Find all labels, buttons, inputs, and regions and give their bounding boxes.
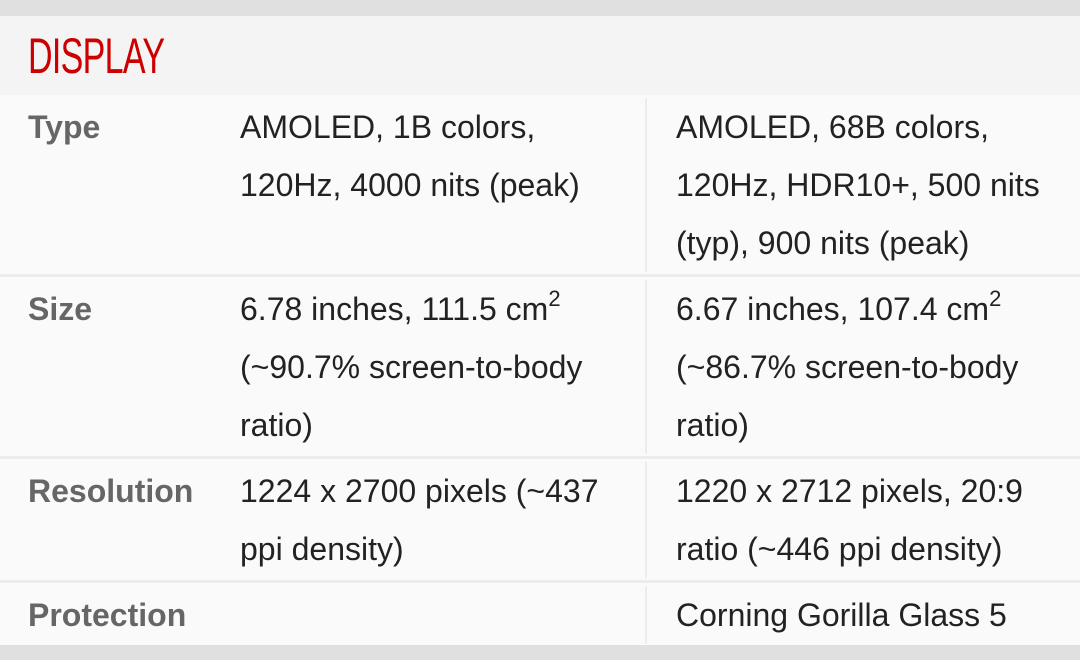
- spec-label: Protection: [28, 597, 187, 633]
- size-ratio: (~90.7% screen-to-body ratio): [240, 349, 583, 443]
- spec-row-protection: Protection Corning Gorilla Glass 5: [0, 583, 1080, 646]
- section-title: DISPLAY: [28, 28, 165, 84]
- superscript: 2: [989, 286, 1002, 312]
- spec-row-type: Type AMOLED, 1B colors, 120Hz, 4000 nits…: [0, 95, 1080, 277]
- spec-label: Size: [28, 291, 93, 327]
- spec-value-phone1: AMOLED, 1B colors, 120Hz, 4000 nits (pea…: [240, 98, 647, 272]
- size-text: 6.78 inches, 111.5 cm: [240, 291, 549, 327]
- spec-value-phone2: 1220 x 2712 pixels, 20:9 ratio (~446 ppi…: [676, 473, 1023, 567]
- spec-value-phone2: Corning Gorilla Glass 5: [676, 597, 1007, 633]
- bottom-bar: [0, 645, 1080, 660]
- superscript: 2: [548, 286, 561, 312]
- spec-row-resolution: Resolution 1224 x 2700 pixels (~437 ppi …: [0, 459, 1080, 583]
- spec-value-phone1: 6.78 inches, 111.5 cm2 (~90.7% screen-to…: [240, 280, 647, 454]
- spec-row-size: Size 6.78 inches, 111.5 cm2 (~90.7% scre…: [0, 277, 1080, 459]
- spec-value-phone2: 6.67 inches, 107.4 cm2 (~86.7% screen-to…: [647, 280, 1056, 454]
- spec-table: Type AMOLED, 1B colors, 120Hz, 4000 nits…: [0, 95, 1080, 646]
- section-header: DISPLAY: [0, 16, 1080, 95]
- spec-value-phone1: [240, 586, 647, 644]
- spec-label: Resolution: [28, 473, 194, 509]
- size-text: 6.67 inches, 107.4 cm: [676, 291, 990, 327]
- spec-label: Type: [28, 109, 101, 145]
- spec-value-phone1: 1224 x 2700 pixels (~437 ppi density): [240, 462, 647, 578]
- size-ratio: (~86.7% screen-to-body ratio): [676, 349, 1019, 443]
- spec-value-phone2: AMOLED, 68B colors, 120Hz, HDR10+, 500 n…: [676, 109, 1040, 261]
